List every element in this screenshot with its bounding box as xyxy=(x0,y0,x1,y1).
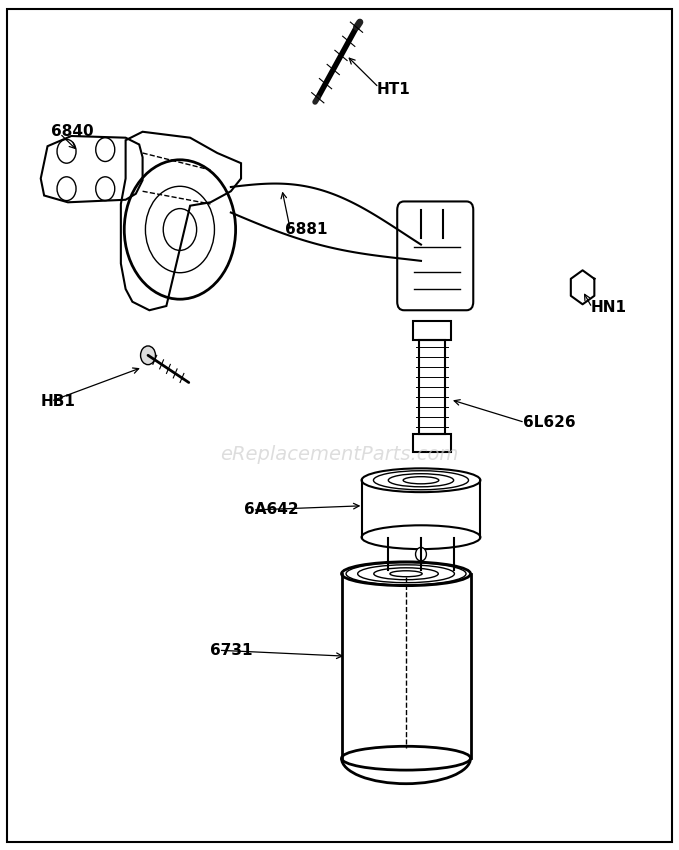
Text: HT1: HT1 xyxy=(377,82,411,97)
Circle shape xyxy=(416,547,426,561)
Text: 6A642: 6A642 xyxy=(244,502,299,518)
Text: 6840: 6840 xyxy=(51,124,94,139)
Text: 6L626: 6L626 xyxy=(523,415,576,430)
Text: 6881: 6881 xyxy=(285,222,328,237)
Bar xyxy=(419,340,445,434)
Bar xyxy=(413,321,451,340)
Bar xyxy=(413,434,451,452)
Text: eReplacementParts.com: eReplacementParts.com xyxy=(220,445,459,464)
Text: HB1: HB1 xyxy=(41,394,75,409)
Text: HN1: HN1 xyxy=(591,300,627,315)
Text: 6731: 6731 xyxy=(210,643,253,658)
Circle shape xyxy=(141,346,155,365)
